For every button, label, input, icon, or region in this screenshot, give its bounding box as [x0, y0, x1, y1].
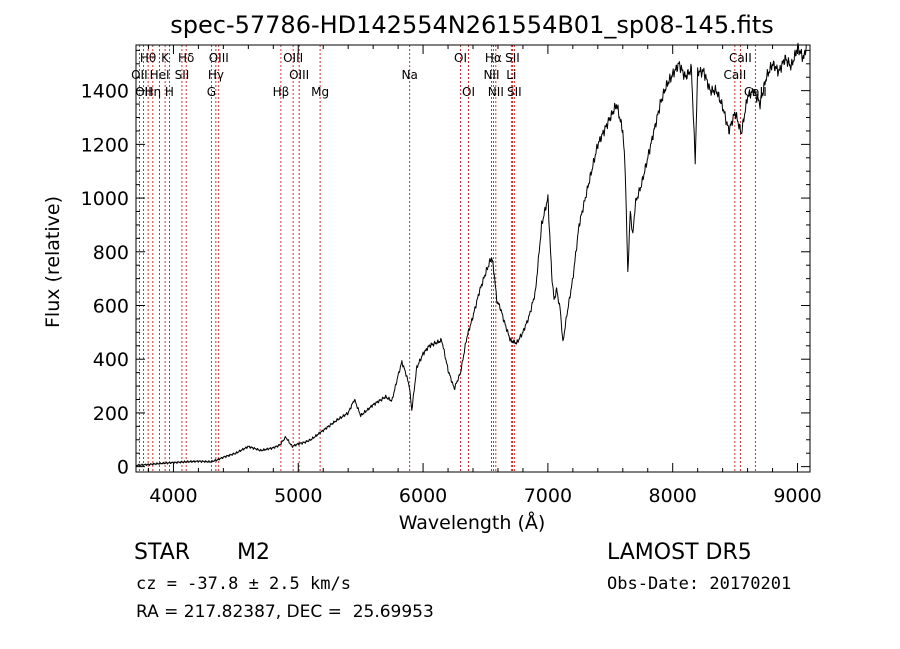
object-class: STAR	[134, 540, 191, 565]
spectral-line-label: OIII	[209, 51, 229, 65]
spectral-line-label: G	[207, 85, 216, 99]
spectral-line-label: Hγ	[208, 68, 224, 82]
x-tick-label: 7000	[524, 485, 572, 507]
velocity-readout: cz = -37.8 ± 2.5 km/s	[136, 574, 351, 594]
y-tick-label: 200	[93, 403, 129, 425]
x-tick-label: 9000	[773, 485, 821, 507]
spectral-line-label: H	[165, 85, 174, 99]
spectral-line-label: OI	[462, 85, 475, 99]
spectral-line-label: Na	[402, 68, 418, 82]
object-subclass: M2	[237, 540, 270, 565]
x-tick-label: 8000	[649, 485, 697, 507]
spectral-line-label: OIII	[283, 51, 303, 65]
spectral-line-label: CaII	[723, 68, 746, 82]
y-tick-label: 1400	[81, 81, 129, 103]
spectral-line-label: Li	[506, 68, 516, 82]
survey-name: LAMOST DR5	[607, 540, 752, 565]
x-tick-label: 4000	[149, 485, 197, 507]
spectral-line-markers	[138, 45, 756, 472]
spectral-line-label: SII	[507, 85, 522, 99]
spectral-line-label: OII	[135, 85, 152, 99]
y-tick-label: 1200	[81, 134, 129, 156]
spectral-line-label: OIII	[289, 68, 309, 82]
y-axis: 0 200 400 600 800 1000 1200 1400	[81, 49, 810, 479]
spectral-line-label: Mg	[311, 85, 329, 99]
x-axis: 4000 5000 6000 7000 8000 9000	[147, 45, 822, 507]
spectral-line-label: K	[161, 51, 170, 65]
spectral-line-label: HeI	[150, 68, 170, 82]
observation-date: Obs-Date: 20170201	[607, 574, 792, 594]
spectrum-series	[135, 42, 807, 467]
spectral-line-label: NII	[488, 85, 504, 99]
plot-frame	[135, 44, 811, 473]
spectral-line-label: OI	[454, 51, 467, 65]
chart-title: spec-57786-HD142554N261554B01_sp08-145.f…	[170, 11, 774, 39]
y-tick-label: 800	[93, 242, 129, 264]
spectral-line-label: Hη	[145, 85, 162, 99]
spectral-line-label: Hβ	[273, 85, 290, 99]
spectral-line-label: OII	[131, 68, 148, 82]
spectral-line-label: Hθ	[140, 51, 156, 65]
spectral-line-label: Hα	[485, 51, 502, 65]
spectral-line-labels: OIIOIIHθHηHeIKHSIIHδGHγOIIIHβOIIIOIIIMgN…	[131, 51, 767, 99]
spectral-line-label: CaII	[729, 51, 752, 65]
y-tick-label: 600	[93, 295, 129, 317]
y-tick-label: 400	[93, 349, 129, 371]
x-tick-label: 5000	[274, 485, 322, 507]
y-axis-label: Flux (relative)	[42, 196, 64, 328]
spectrum-line	[135, 42, 807, 467]
coordinates: RA = 217.82387, DEC = 25.69953	[136, 602, 434, 622]
y-tick-label: 0	[117, 457, 129, 479]
spectral-line-label: SII	[505, 51, 520, 65]
spectral-line-label: Hδ	[178, 51, 194, 65]
x-axis-label: Wavelength (Å)	[399, 511, 546, 534]
spectral-line-label: NII	[483, 68, 499, 82]
y-tick-label: 1000	[81, 188, 129, 210]
x-tick-label: 6000	[399, 485, 447, 507]
spectral-line-label: SII	[175, 68, 190, 82]
